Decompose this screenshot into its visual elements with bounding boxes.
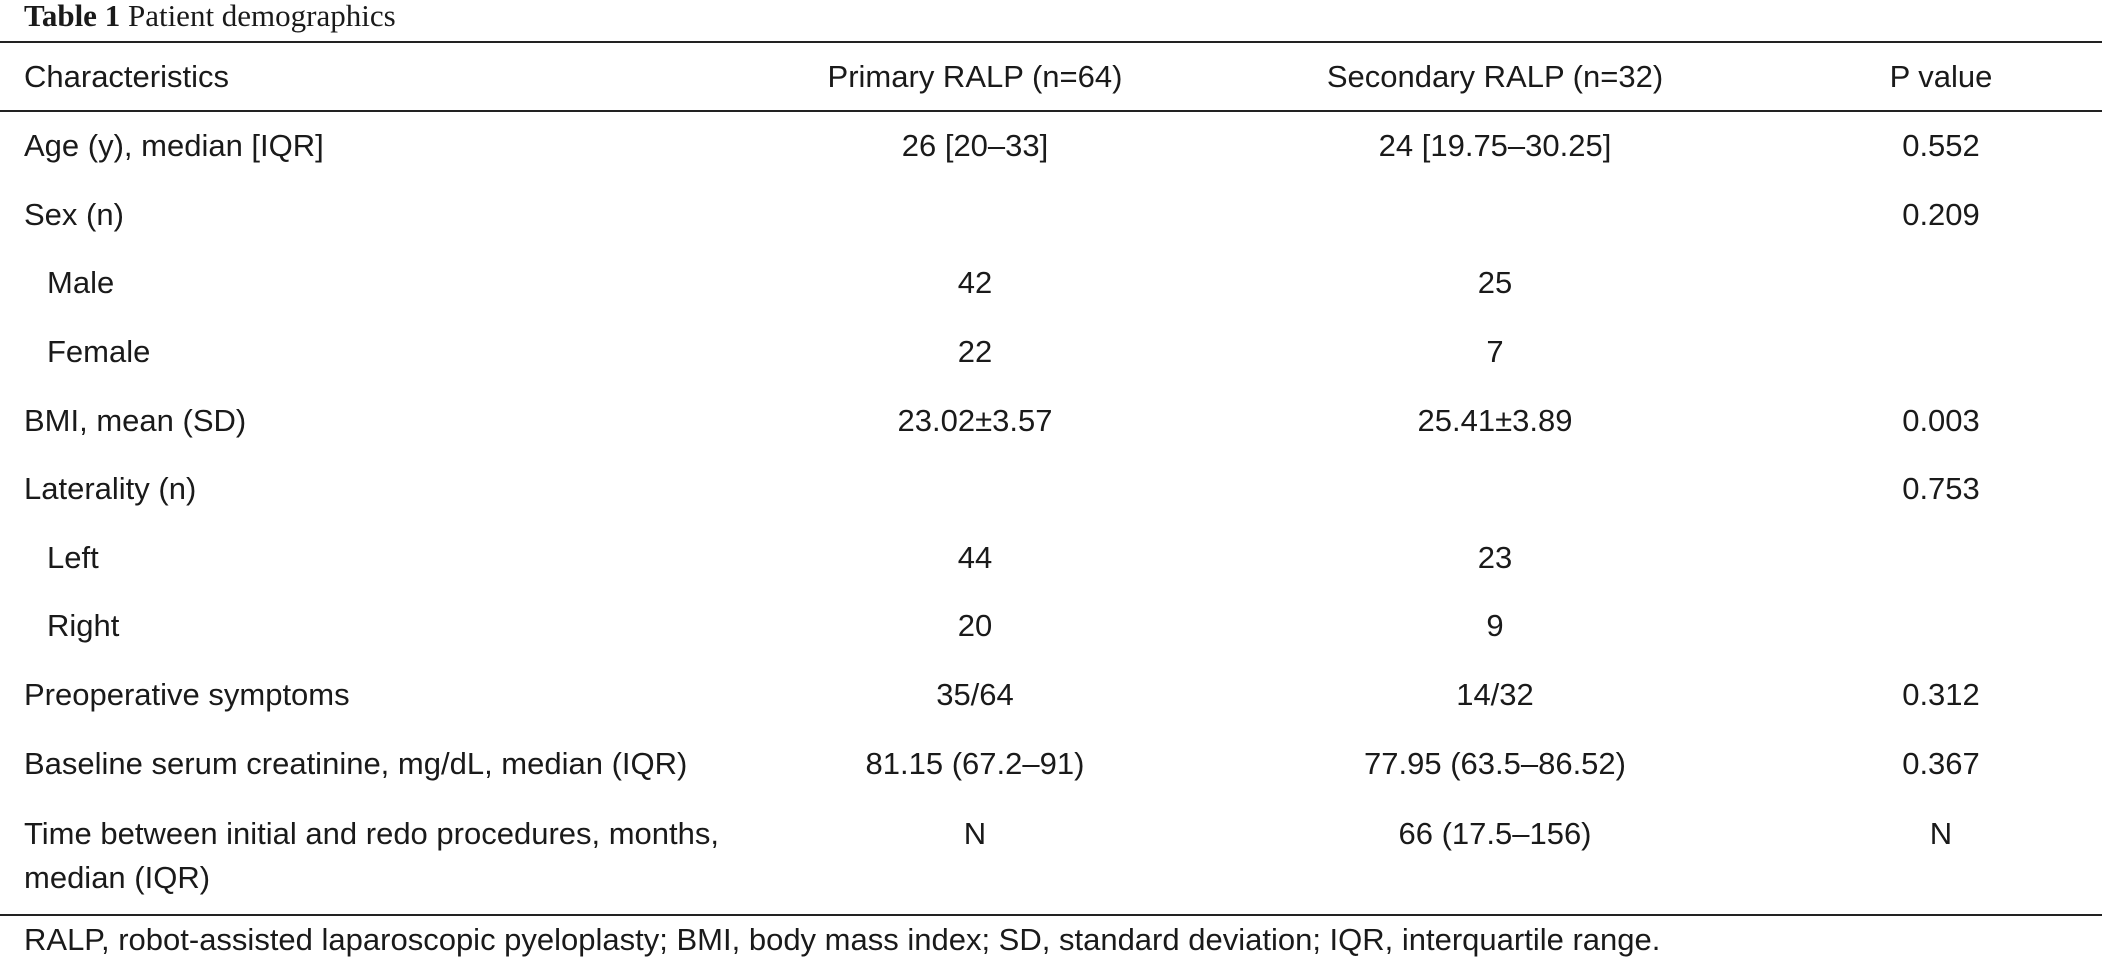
table-caption: Table 1 Patient demographics bbox=[24, 0, 396, 36]
secondary-value: 25.41±3.89 bbox=[1417, 402, 1573, 438]
table-row: Right 20 9 bbox=[0, 592, 2102, 661]
p-value: 0.209 bbox=[1902, 196, 1980, 232]
row-label: Male bbox=[47, 265, 115, 301]
primary-value: 22 bbox=[957, 334, 993, 370]
secondary-value: 23 bbox=[1477, 539, 1513, 575]
header-primary-ralp: Primary RALP (n=64) bbox=[827, 59, 1123, 94]
table-caption-title: Patient demographics bbox=[127, 0, 396, 33]
table-row: BMI, mean (SD) 23.02±3.57 25.41±3.89 0.003 bbox=[0, 386, 2102, 455]
primary-value: 26 [20–33] bbox=[901, 128, 1049, 164]
table-row: Preoperative symptoms 35/64 14/32 0.312 bbox=[0, 661, 2102, 730]
header-characteristics: Characteristics bbox=[24, 59, 229, 94]
table-row: Female 22 7 bbox=[0, 318, 2102, 387]
table-bottom-rule bbox=[0, 914, 2102, 916]
demographics-table: Characteristics Primary RALP (n=64) Seco… bbox=[0, 42, 2102, 908]
secondary-value: 25 bbox=[1477, 265, 1513, 301]
p-value: 0.753 bbox=[1902, 471, 1980, 507]
secondary-value: 77.95 (63.5–86.52) bbox=[1364, 745, 1626, 781]
row-label: Time between initial and redo procedures… bbox=[24, 815, 720, 895]
secondary-value: 24 [19.75–30.25] bbox=[1378, 128, 1612, 164]
p-value bbox=[1780, 592, 2102, 661]
header-secondary-ralp: Secondary RALP (n=32) bbox=[1326, 59, 1664, 94]
table-row: Sex (n) 0.209 bbox=[0, 181, 2102, 250]
table-row: Time between initial and redo procedures… bbox=[0, 798, 2102, 908]
p-value: 0.552 bbox=[1902, 128, 1980, 164]
secondary-value bbox=[1210, 455, 1780, 524]
row-label: Sex (n) bbox=[24, 196, 124, 232]
p-value: 0.312 bbox=[1902, 677, 1980, 713]
primary-value: 35/64 bbox=[936, 677, 1014, 713]
primary-value bbox=[740, 181, 1210, 250]
table-row: Age (y), median [IQR] 26 [20–33] 24 [19.75… bbox=[0, 112, 2102, 181]
secondary-value: 9 bbox=[1486, 608, 1504, 644]
table-header-rule bbox=[0, 110, 2102, 112]
row-label: Female bbox=[47, 334, 151, 370]
table-caption-label: Table 1 bbox=[24, 0, 121, 33]
row-label: Preoperative symptoms bbox=[24, 677, 350, 713]
p-value bbox=[1780, 249, 2102, 318]
primary-value: N bbox=[963, 815, 987, 851]
primary-value: 81.15 (67.2–91) bbox=[865, 745, 1085, 781]
table-header: Characteristics Primary RALP (n=64) Seco… bbox=[0, 42, 2102, 112]
row-label: Left bbox=[47, 539, 99, 575]
table-top-rule bbox=[0, 41, 2102, 43]
primary-value: 42 bbox=[957, 265, 993, 301]
table-body: Age (y), median [IQR] 26 [20–33] 24 [19.75… bbox=[0, 112, 2102, 908]
table-row: Left 44 23 bbox=[0, 524, 2102, 593]
secondary-value: 14/32 bbox=[1456, 677, 1534, 713]
primary-value: 20 bbox=[957, 608, 993, 644]
secondary-value: 66 (17.5–156) bbox=[1398, 815, 1592, 851]
primary-value: 44 bbox=[957, 539, 993, 575]
header-row: Characteristics Primary RALP (n=64) Seco… bbox=[0, 42, 2102, 112]
table-row: Male 42 25 bbox=[0, 249, 2102, 318]
p-value: 0.367 bbox=[1902, 745, 1980, 781]
table-footnote: RALP, robot-assisted laparoscopic pyelop… bbox=[24, 922, 1661, 957]
p-value: 0.003 bbox=[1902, 402, 1980, 438]
p-value: N bbox=[1929, 815, 1953, 851]
row-label: BMI, mean (SD) bbox=[24, 402, 247, 438]
primary-value: 23.02±3.57 bbox=[897, 402, 1053, 438]
secondary-value bbox=[1210, 181, 1780, 250]
header-p-value: P value bbox=[1889, 59, 1993, 94]
secondary-value: 7 bbox=[1486, 334, 1504, 370]
row-label: Baseline serum creatinine, mg/dL, median… bbox=[24, 745, 688, 781]
primary-value bbox=[740, 455, 1210, 524]
table-row: Baseline serum creatinine, mg/dL, median… bbox=[0, 729, 2102, 798]
row-label: Laterality (n) bbox=[24, 471, 197, 507]
row-label: Age (y), median [IQR] bbox=[24, 128, 324, 164]
table-row: Laterality (n) 0.753 bbox=[0, 455, 2102, 524]
row-label: Right bbox=[47, 608, 120, 644]
p-value bbox=[1780, 318, 2102, 387]
p-value bbox=[1780, 524, 2102, 593]
